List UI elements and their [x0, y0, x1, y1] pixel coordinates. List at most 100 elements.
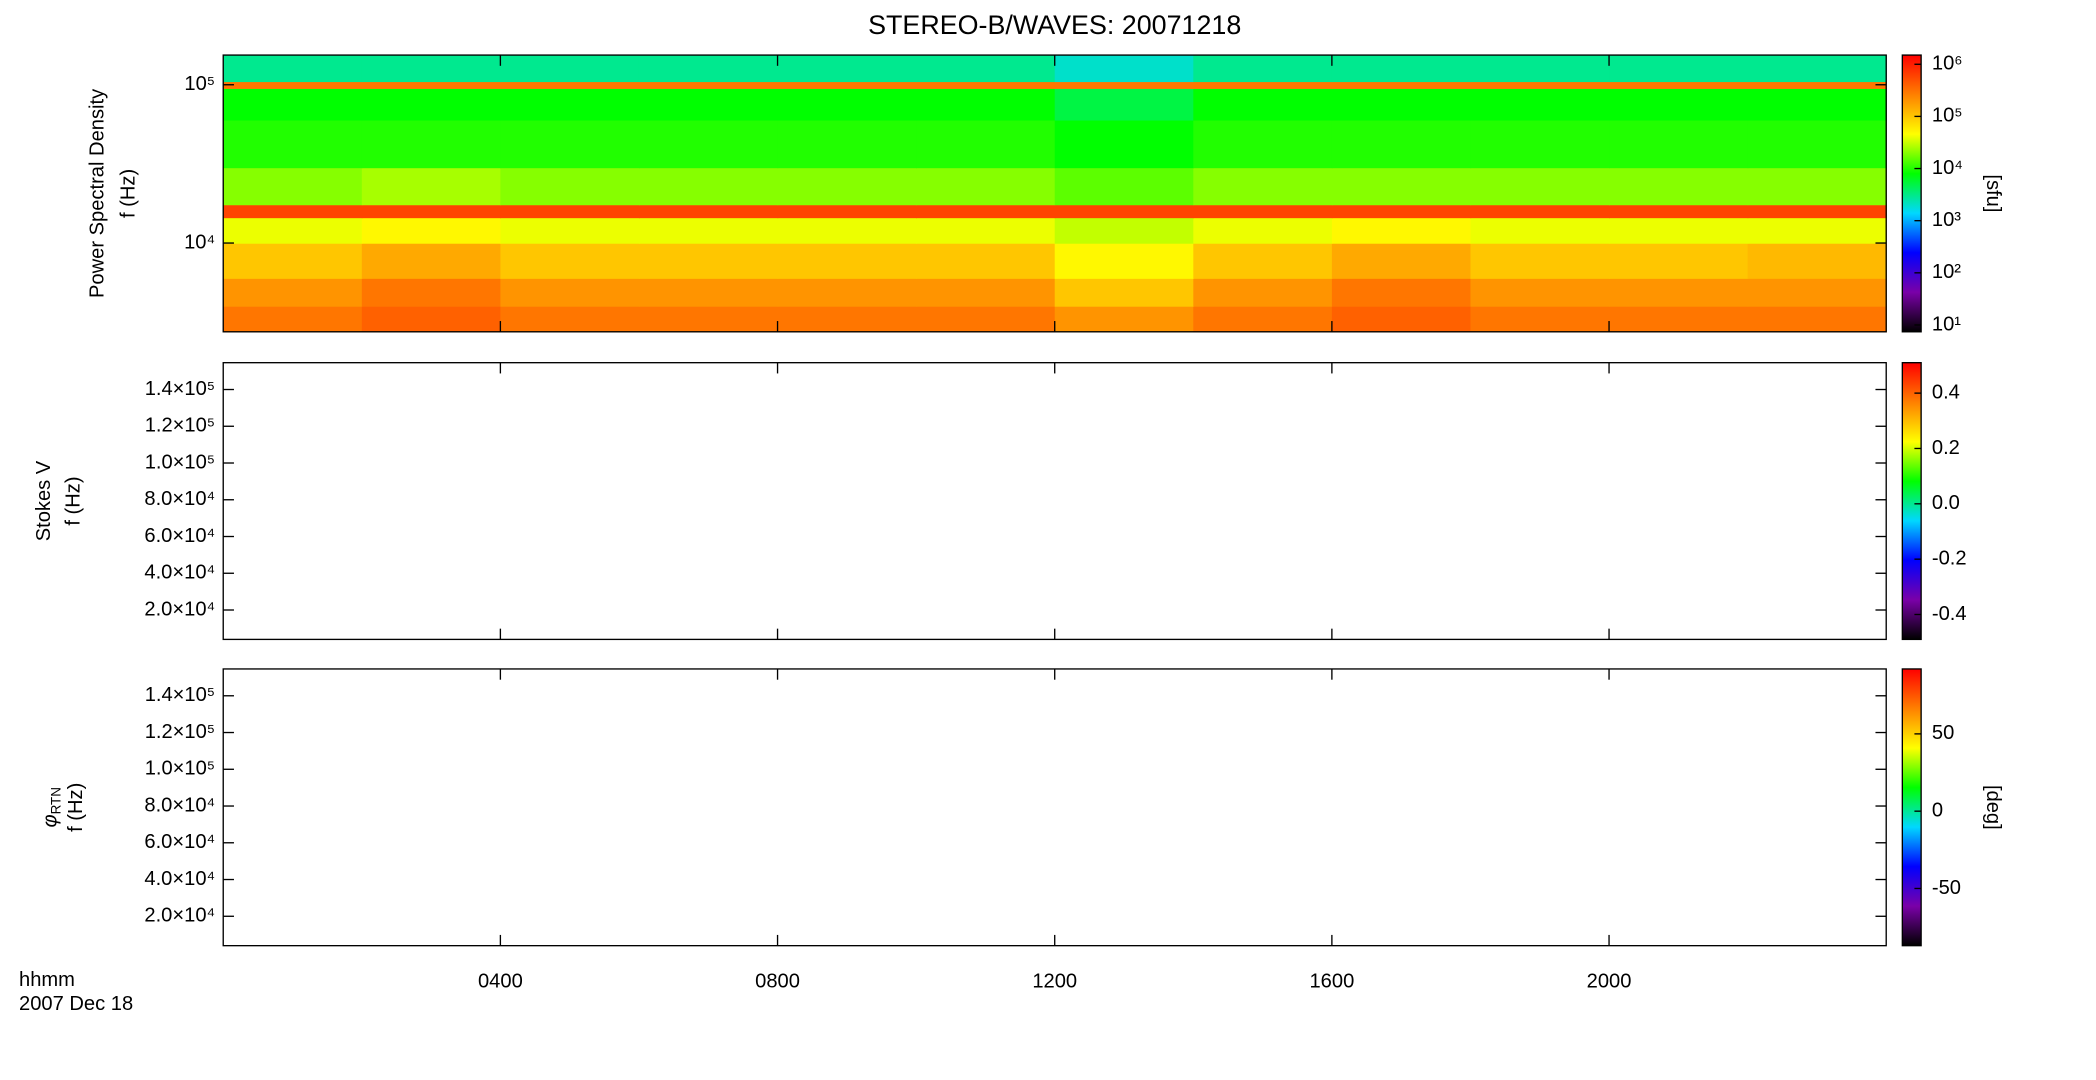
spectrogram-cell	[1747, 119, 1887, 169]
spectrogram-cell	[223, 119, 363, 169]
spectrogram-cell	[777, 88, 917, 121]
spectrogram-cell	[916, 55, 1056, 83]
x-tick-label: 2000	[1587, 970, 1632, 992]
colorbar-tick-label: -50	[1932, 877, 1961, 899]
spectrogram-cell	[777, 204, 917, 219]
spectrogram-cell	[1331, 88, 1472, 121]
spectrogram-cell	[223, 278, 363, 307]
y-tick-label: 2.0×10⁴	[144, 598, 215, 620]
spectrogram-cell	[916, 167, 1056, 206]
spectrogram-cell	[638, 167, 779, 206]
colorbar-tick-label: 10²	[1932, 261, 1961, 283]
spectrogram-cell	[1054, 167, 1194, 206]
spectrogram-cell	[223, 217, 363, 244]
spectrogram-cell	[1331, 217, 1472, 244]
spectrogram-cell	[1193, 217, 1333, 244]
spectrogram-cell	[1470, 306, 1610, 333]
spectrogram-cell	[1747, 278, 1887, 307]
spectrogram-cell	[777, 167, 917, 206]
spectrogram-cell	[1609, 88, 1749, 121]
spectrogram-cell	[638, 243, 779, 279]
spectrogram-cell	[638, 204, 779, 219]
spectrogram-cell	[223, 243, 363, 279]
spectrogram-cell	[1470, 55, 1610, 83]
colorbar-tick-label: 10⁵	[1932, 105, 1963, 127]
spectrogram-cell	[1747, 217, 1887, 244]
y-tick-label: 10⁴	[184, 231, 215, 253]
spectrogram-cell	[361, 278, 502, 307]
colorbar-label: [sfu]	[1982, 174, 2004, 212]
spectrogram-cell	[1470, 278, 1610, 307]
spectrogram-cell	[1747, 88, 1887, 121]
spectrogram-cell	[361, 204, 502, 219]
spectrogram-cell	[500, 55, 640, 83]
colorbar-tick-label: 10¹	[1932, 313, 1961, 335]
y-axis-label: f (Hz)	[118, 169, 140, 218]
spectrogram-cell	[1331, 204, 1472, 219]
spectrogram-cell	[1193, 55, 1333, 83]
spectrogram-cell	[1470, 167, 1610, 206]
spectrogram-cell	[361, 81, 502, 89]
chart-title: STEREO-B/WAVES: 20071218	[868, 10, 1241, 40]
y-axis-label: f (Hz)	[65, 783, 87, 832]
x-tick-label: 1600	[1309, 970, 1354, 992]
spectrogram-cell	[361, 88, 502, 121]
spectrogram-cell	[500, 88, 640, 121]
colorbar-tick-label: 0.0	[1932, 492, 1960, 514]
spectrogram-cell	[1609, 243, 1749, 279]
spectrogram-cell	[1609, 55, 1749, 83]
spectrogram-cell	[1331, 167, 1472, 206]
spectrogram-cell	[361, 55, 502, 83]
spectrogram-cell	[1747, 204, 1887, 219]
y-axis-label: φRTN	[40, 787, 64, 827]
spectrogram-cell	[1331, 243, 1472, 279]
spectrogram-cell	[1470, 119, 1610, 169]
spectrogram-cell	[1470, 243, 1610, 279]
spectrogram-cell	[1470, 204, 1610, 219]
spectrogram-cell	[916, 81, 1056, 89]
spectrogram-cell	[500, 167, 640, 206]
plot-frame	[222, 668, 1887, 947]
spectrogram-cell	[1747, 55, 1887, 83]
y-tick-label: 8.0×10⁴	[144, 488, 215, 510]
spectrogram-cell	[916, 119, 1056, 169]
x-tick-label: 0800	[755, 970, 800, 992]
spectrogram-cell	[1609, 217, 1749, 244]
y-tick-label: 8.0×10⁴	[144, 794, 215, 816]
spectrogram-cell	[1193, 243, 1333, 279]
spectrogram-cell	[223, 204, 363, 219]
spectrogram-cell	[1054, 119, 1194, 169]
spectrogram-cell	[638, 81, 779, 89]
spectrogram-cell	[1609, 306, 1749, 333]
spectrogram-cell	[1054, 81, 1194, 89]
spectrogram-cell	[916, 243, 1056, 279]
spectrogram-cell	[1609, 81, 1749, 89]
spectrogram-cell	[500, 204, 640, 219]
spectrogram-cell	[638, 88, 779, 121]
spectrogram-cell	[1470, 217, 1610, 244]
colorbar-label: [deg]	[1982, 785, 2004, 830]
spectrogram-cell	[1054, 88, 1194, 121]
spectrogram-cell	[777, 278, 917, 307]
date-label: 2007 Dec 18	[19, 993, 133, 1015]
spectrogram-cell	[916, 88, 1056, 121]
colorbar-tick-label: 10⁴	[1932, 157, 1963, 179]
y-tick-label: 1.0×10⁵	[145, 451, 215, 473]
spectrogram-cell	[777, 217, 917, 244]
spectrogram-cell	[1054, 217, 1194, 244]
spectrogram-cell	[1331, 278, 1472, 307]
spectrogram-cell	[777, 243, 917, 279]
spectrogram-cell	[1609, 119, 1749, 169]
y-tick-label: 1.0×10⁵	[145, 758, 215, 780]
spectrogram-cell	[500, 243, 640, 279]
spectrogram-cell	[1609, 204, 1749, 219]
spectrogram-cell	[500, 217, 640, 244]
x-axis-label: hhmm	[19, 969, 75, 991]
spectrogram-cell	[1054, 204, 1194, 219]
spectrogram-cell	[777, 306, 917, 333]
spectrogram-cell	[1193, 81, 1333, 89]
colorbar-tick-label: 50	[1932, 722, 1954, 744]
spectrogram-cell	[777, 81, 917, 89]
